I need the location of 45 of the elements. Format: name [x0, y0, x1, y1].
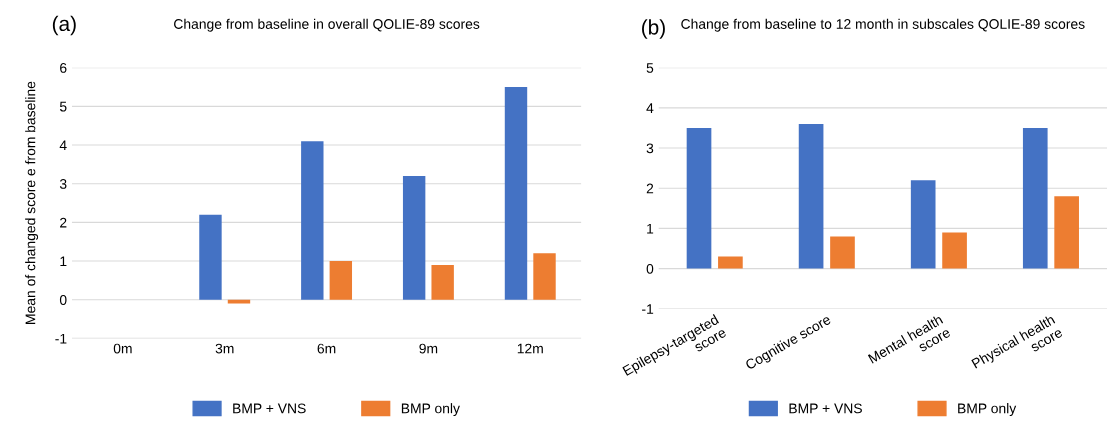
bar [199, 214, 222, 300]
legend-label: BMP + VNS [789, 403, 862, 414]
y-tick-label: -1 [642, 304, 654, 314]
bar [718, 256, 743, 269]
legend-label: BMP + VNS [233, 403, 306, 414]
y-tick-label: 1 [60, 256, 67, 267]
y-axis-title: Mean of changed score e from baseline [25, 81, 39, 324]
x-tick-label: 6m [317, 343, 336, 354]
bar [504, 87, 528, 300]
bar [431, 264, 454, 300]
y-tick-label: 6 [60, 63, 67, 73]
chart-title: Change from baseline in overall QOLIE-89 scores [174, 18, 480, 32]
legend-label: BMP only [958, 403, 1017, 417]
y-tick-label: 1 [647, 223, 654, 234]
x-tick-label: 0m [113, 343, 132, 354]
y-tick-label: 2 [646, 183, 654, 194]
y-tick-label: 0 [646, 263, 654, 274]
bar [402, 175, 426, 300]
y-tick-label: 2 [60, 217, 67, 228]
bar [301, 141, 324, 300]
bar [1054, 196, 1079, 269]
text: (a) [52, 15, 76, 36]
y-tick-label: 4 [646, 103, 654, 113]
x-tick-label: 12m [517, 343, 543, 354]
bar [686, 127, 712, 269]
bar [830, 236, 855, 269]
legend-label: BMP only [401, 403, 460, 417]
bar [329, 261, 353, 300]
y-tick-label: 5 [646, 63, 654, 73]
bar [910, 180, 936, 269]
bar [533, 253, 556, 300]
bar [942, 232, 967, 269]
x-tick-label: 9m [419, 343, 438, 354]
y-tick-label: 3 [59, 179, 67, 189]
y-tick-label: 4 [59, 140, 67, 151]
chart-title: Change from baseline to 12 month in subscales QOLIE-89 scores [681, 18, 1085, 32]
bar [227, 299, 251, 304]
y-tick-label: 5 [59, 101, 67, 112]
x-tick-label: 3m [215, 343, 234, 354]
y-tick-label: -1 [55, 333, 67, 344]
y-tick-label: 0 [59, 295, 67, 305]
bar [1022, 127, 1048, 269]
bar [798, 123, 824, 269]
text: (b) [642, 19, 665, 39]
y-tick-label: 3 [646, 143, 654, 154]
